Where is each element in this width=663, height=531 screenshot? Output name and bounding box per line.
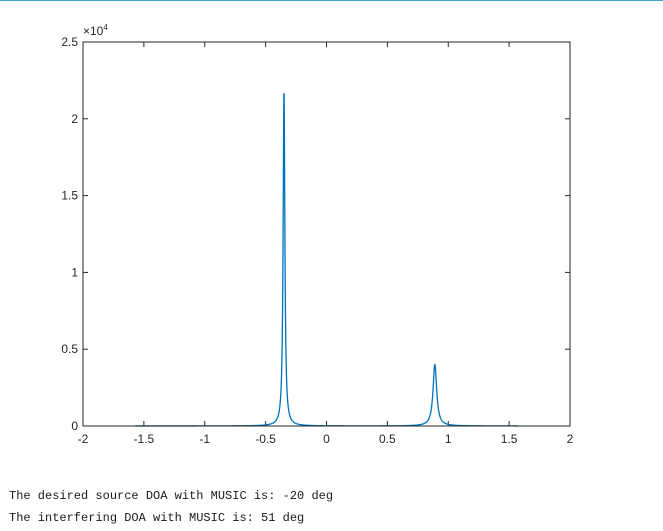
x-tick-label: -0.5 [255,432,276,446]
x-tick-label: 1 [445,432,452,446]
y-exponent-prefix: ×10 [83,24,104,38]
music-spectrum-chart: 0 0.5 1 1.5 2 2.5 -2 -1.5 -1 -0.5 0 0.5 1 1.5 2 ×104 [61,23,574,446]
y-tick-label: 2 [71,112,78,126]
y-tick-label: 1.5 [61,189,78,203]
output-line-desired-doa: The desired source DOA with MUSIC is: -2… [9,489,334,503]
x-tick-label: 0 [323,432,330,446]
x-tick-label: 1.5 [501,432,518,446]
plot-area [83,42,570,426]
x-tick-label: -2 [78,432,89,446]
y-tick-label: 0 [71,419,78,433]
output-line-interfering-doa: The interfering DOA with MUSIC is: 51 de… [9,511,305,525]
y-tick-group: 0 0.5 1 1.5 2 2.5 [61,35,570,433]
y-tick-label: 2.5 [61,35,78,49]
x-tick-group: -2 -1.5 -1 -0.5 0 0.5 1 1.5 2 [78,42,574,446]
x-tick-label: 0.5 [379,432,396,446]
x-tick-label: -1.5 [134,432,155,446]
top-divider [0,0,663,1]
x-tick-label: -1 [199,432,210,446]
x-tick-label: 2 [567,432,574,446]
y-tick-label: 1 [71,265,78,279]
y-exponent-label: ×104 [83,23,108,38]
y-exponent-power: 4 [103,23,108,32]
y-tick-label: 0.5 [61,342,78,356]
axes-box [82,41,571,427]
